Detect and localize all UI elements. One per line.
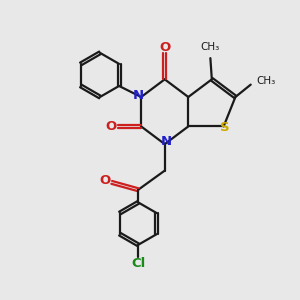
Text: Cl: Cl xyxy=(131,257,145,271)
Text: N: N xyxy=(160,135,172,148)
Text: S: S xyxy=(220,122,230,134)
Text: O: O xyxy=(159,41,170,54)
Text: CH₃: CH₃ xyxy=(201,42,220,52)
Text: O: O xyxy=(100,174,111,188)
Text: O: O xyxy=(106,120,117,133)
Text: CH₃: CH₃ xyxy=(256,76,276,86)
Text: N: N xyxy=(133,89,144,102)
